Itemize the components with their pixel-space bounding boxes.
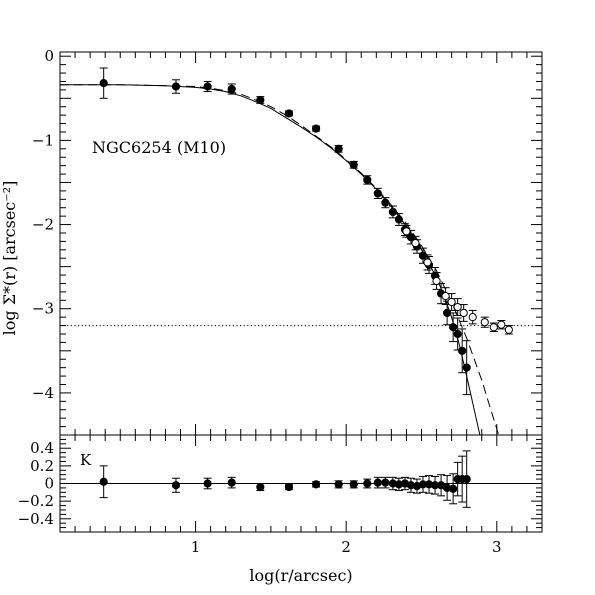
data-point-filled [171, 481, 181, 490]
data-point-open [447, 297, 456, 307]
data-point-filled [334, 144, 343, 153]
data-point-filled [381, 478, 390, 487]
data-point-filled [381, 198, 390, 207]
top-panel: 0 −1 −2 −3 −4 NGC6254 (M10) [32, 47, 543, 436]
bottom-y-tick-label: 0 [44, 475, 54, 493]
top-y-tick-label: −1 [32, 131, 54, 149]
data-point-open [411, 238, 420, 248]
top-plot-frame [59, 51, 543, 436]
bottom-annotation: K [80, 451, 92, 469]
data-point-open [423, 258, 432, 267]
data-point-filled [284, 109, 294, 118]
data-point-filled [311, 124, 321, 133]
data-point-filled [388, 207, 397, 217]
data-point-filled [462, 363, 471, 372]
bottom-x-tick-label: 1 [191, 538, 201, 556]
data-point-filled [394, 215, 404, 224]
data-point-open [441, 292, 450, 301]
data-point-filled [256, 482, 265, 492]
bottom-points [99, 450, 471, 508]
data-point-open [504, 325, 513, 334]
x-axis-label: log(r/arcsec) [249, 566, 352, 585]
top-points [99, 67, 513, 396]
data-point-filled [227, 84, 236, 94]
data-point-open [468, 313, 477, 322]
top-y-tick-label: −2 [32, 216, 54, 234]
top-annotation: NGC6254 (M10) [92, 138, 226, 157]
bottom-y-tick-label: −0.2 [18, 492, 54, 510]
data-point-open [497, 320, 506, 329]
data-point-filled [458, 346, 467, 355]
data-point-filled [227, 478, 236, 487]
data-point-open [432, 276, 441, 286]
data-point-open [489, 323, 498, 332]
top-y-tick-label: −3 [32, 300, 54, 318]
data-point-filled [453, 329, 462, 339]
data-point-filled [171, 82, 181, 91]
data-point-filled [418, 251, 428, 260]
bottom-x-tick-label: 2 [341, 538, 351, 556]
bottom-y-tick-label: 0.4 [30, 439, 54, 457]
y-axis-label: log Σ*(r) [arcsec⁻²] [0, 181, 19, 336]
top-y-tick-label: −4 [32, 384, 54, 402]
data-point-filled [256, 95, 265, 105]
data-point-filled [373, 189, 382, 198]
bottom-x-tick-label: 3 [492, 538, 502, 556]
data-point-filled [449, 323, 458, 332]
data-point-filled [203, 479, 212, 488]
data-point-filled [363, 479, 372, 488]
data-point-filled [334, 480, 343, 489]
data-point-filled [462, 474, 471, 484]
data-point-filled [349, 160, 358, 169]
data-point-filled [373, 478, 382, 487]
top-y-tick-label: 0 [44, 47, 54, 65]
bottom-y-tick-label: −0.4 [18, 510, 54, 528]
top-ticks: 0 −1 −2 −3 −4 [32, 47, 543, 436]
data-point-open [480, 318, 489, 327]
data-point-filled [311, 480, 321, 489]
data-point-filled [99, 79, 108, 88]
data-point-open [453, 302, 462, 312]
data-point-filled [284, 482, 294, 492]
data-point-filled [203, 82, 212, 91]
data-point-filled [363, 175, 372, 185]
bottom-panel: 1 2 3 0.40.20−0.2−0.4 K [18, 434, 543, 556]
data-point-filled [449, 484, 458, 493]
data-point-filled [99, 477, 108, 486]
data-point-open [459, 308, 468, 318]
data-point-filled [349, 480, 358, 489]
bottom-y-tick-label: 0.2 [30, 457, 54, 475]
data-point-open [402, 227, 411, 236]
bottom-ticks: 1 2 3 0.40.20−0.2−0.4 [18, 434, 543, 556]
